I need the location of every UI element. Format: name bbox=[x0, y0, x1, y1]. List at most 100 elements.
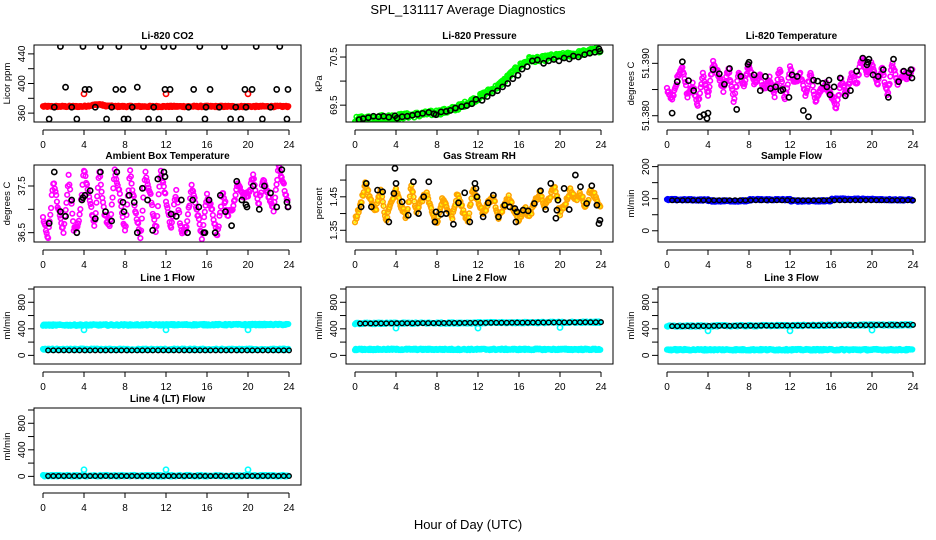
data-point-fill bbox=[549, 196, 552, 199]
data-point bbox=[280, 180, 287, 187]
data-point bbox=[597, 346, 604, 353]
data-point bbox=[184, 211, 192, 218]
data-point bbox=[142, 168, 149, 175]
data-point bbox=[107, 211, 115, 218]
data-point bbox=[222, 198, 229, 205]
data-point bbox=[260, 182, 268, 190]
data-point bbox=[446, 107, 454, 114]
data-point bbox=[81, 86, 89, 93]
data-point bbox=[227, 115, 234, 122]
data-point bbox=[685, 77, 692, 85]
data-point bbox=[120, 208, 128, 216]
data-point bbox=[556, 324, 564, 331]
data-point bbox=[504, 80, 512, 87]
data-point bbox=[138, 215, 145, 222]
y-tick-label: 69.5 bbox=[329, 95, 340, 115]
panel-title: Line 1 Flow bbox=[140, 273, 195, 284]
x-tick-label: 24 bbox=[595, 382, 607, 393]
data-point bbox=[571, 171, 579, 179]
data-point-fill bbox=[500, 210, 504, 213]
y-axis-label: ml/min bbox=[2, 312, 13, 340]
data-point bbox=[109, 194, 116, 201]
data-point bbox=[367, 203, 375, 211]
x-tick-label: 8 bbox=[434, 140, 440, 151]
data-point-fill bbox=[375, 208, 378, 212]
y-axis-label: kPa bbox=[314, 75, 325, 92]
data-point bbox=[86, 197, 93, 204]
data-point bbox=[205, 196, 213, 204]
data-point bbox=[668, 109, 676, 117]
data-point-fill bbox=[406, 207, 409, 211]
data-point bbox=[103, 115, 110, 122]
x-tick-label: 20 bbox=[554, 382, 566, 393]
data-point bbox=[690, 87, 698, 94]
data-point-fill bbox=[380, 195, 384, 198]
data-point bbox=[406, 193, 414, 200]
x-tick-label: 8 bbox=[122, 382, 128, 393]
y-tick-label: 0 bbox=[641, 228, 652, 234]
data-point-fill bbox=[397, 196, 401, 200]
data-point bbox=[150, 103, 158, 111]
data-point bbox=[128, 180, 135, 187]
data-point bbox=[885, 93, 892, 101]
data-point bbox=[881, 79, 888, 86]
data-point bbox=[217, 209, 224, 216]
data-point bbox=[185, 103, 192, 111]
data-point bbox=[161, 173, 169, 181]
data-point bbox=[756, 87, 764, 94]
x-tick-label: 0 bbox=[352, 260, 358, 271]
x-tick-label: 20 bbox=[554, 260, 566, 271]
data-point bbox=[108, 201, 115, 208]
data-point bbox=[172, 212, 180, 220]
data-point bbox=[144, 196, 151, 204]
data-point bbox=[276, 45, 284, 50]
y-tick-label: 0 bbox=[17, 352, 28, 358]
data-point bbox=[537, 187, 544, 195]
data-point bbox=[865, 55, 873, 63]
x-tick-label: 24 bbox=[283, 382, 295, 393]
data-point bbox=[704, 109, 712, 117]
data-point bbox=[97, 45, 104, 50]
data-point bbox=[890, 55, 897, 63]
data-point bbox=[106, 222, 113, 230]
data-point bbox=[249, 182, 257, 190]
plot-area bbox=[351, 45, 604, 122]
data-point bbox=[75, 217, 82, 224]
data-point bbox=[452, 104, 459, 112]
x-tick-label: 8 bbox=[746, 140, 752, 151]
data-point bbox=[230, 202, 237, 209]
y-tick-label: 440 bbox=[17, 45, 28, 62]
series-raw-low bbox=[663, 345, 916, 354]
data-point bbox=[195, 215, 203, 223]
data-point bbox=[779, 86, 787, 93]
data-point bbox=[73, 229, 81, 237]
data-point bbox=[47, 211, 54, 218]
data-point bbox=[53, 192, 60, 199]
data-point bbox=[130, 198, 138, 206]
data-point bbox=[509, 75, 517, 83]
data-point-fill bbox=[470, 197, 473, 200]
data-point-fill bbox=[507, 194, 510, 197]
data-point bbox=[102, 208, 109, 216]
x-tick-label: 0 bbox=[352, 140, 358, 151]
data-point bbox=[432, 111, 440, 119]
data-point bbox=[874, 73, 882, 80]
x-tick-label: 0 bbox=[352, 382, 358, 393]
data-point bbox=[189, 196, 197, 204]
data-point bbox=[97, 181, 104, 188]
data-point bbox=[91, 215, 99, 223]
data-point-fill bbox=[467, 216, 470, 219]
data-point bbox=[255, 205, 263, 213]
x-tick-label: 20 bbox=[866, 260, 878, 271]
data-point bbox=[420, 193, 428, 201]
data-point bbox=[874, 81, 881, 88]
data-point bbox=[565, 206, 573, 213]
y-tick-label: 0 bbox=[329, 352, 340, 358]
data-point bbox=[137, 235, 144, 242]
data-point bbox=[709, 66, 717, 74]
data-point bbox=[143, 174, 150, 181]
data-point bbox=[745, 58, 753, 66]
data-point bbox=[489, 191, 497, 199]
data-point-fill bbox=[360, 201, 363, 204]
